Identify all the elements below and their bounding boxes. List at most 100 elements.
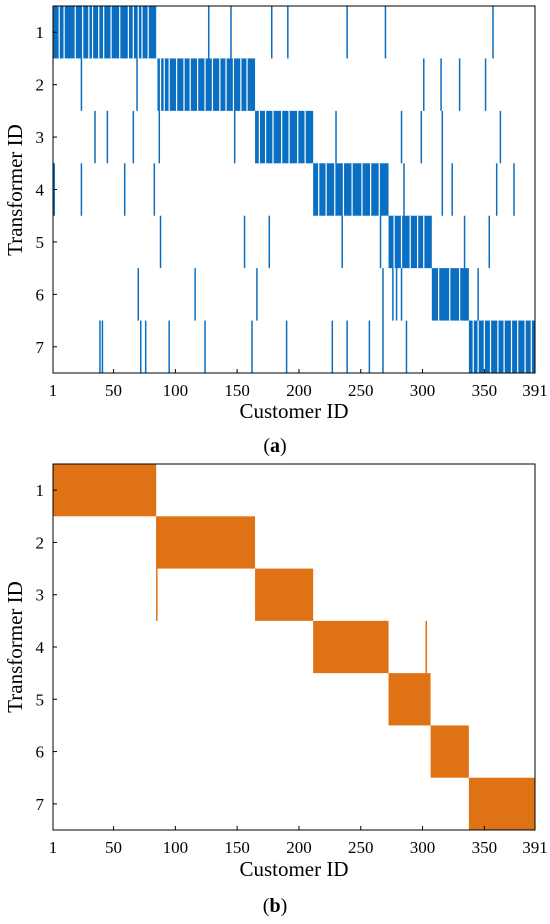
gap-line xyxy=(98,6,100,59)
y-axis-label: Transformer ID xyxy=(3,581,27,713)
customer-line xyxy=(256,268,258,321)
assignment-block-3 xyxy=(255,110,314,164)
gap-line xyxy=(483,320,485,373)
x-tick-label: 1 xyxy=(49,381,58,400)
gap-line xyxy=(183,58,185,111)
y-axis-label: Transformer ID xyxy=(3,124,27,256)
gap-line xyxy=(370,163,372,216)
customer-line xyxy=(458,58,461,111)
customer-line xyxy=(159,215,162,269)
gap-line xyxy=(351,163,353,216)
y-tick-label: 7 xyxy=(36,338,45,357)
customer-line xyxy=(243,215,246,269)
gap-line xyxy=(225,58,227,111)
panel-label-letter: b xyxy=(269,895,280,917)
customer-line xyxy=(136,58,138,111)
gap-line xyxy=(472,320,474,373)
customer-line xyxy=(335,110,337,164)
assignment-block-6 xyxy=(431,268,469,321)
gap-line xyxy=(168,58,170,111)
customer-line xyxy=(395,268,398,321)
x-axis-label: Customer ID xyxy=(239,857,348,881)
gap-line xyxy=(423,215,425,269)
gap-line xyxy=(74,6,76,59)
gap-line xyxy=(240,58,242,111)
customer-line xyxy=(285,320,288,373)
customer-line xyxy=(331,320,334,373)
gap-line xyxy=(503,320,505,373)
assignment-block-4 xyxy=(313,163,389,216)
gap-line xyxy=(497,320,499,373)
x-tick-label: 1 xyxy=(49,838,58,857)
assignment-block-1 xyxy=(53,6,157,59)
customer-line xyxy=(403,163,405,216)
gap-line xyxy=(281,110,283,164)
customer-line xyxy=(139,320,142,373)
gap-line xyxy=(304,110,306,164)
customer-line xyxy=(80,163,83,216)
customer-line xyxy=(207,6,210,59)
customer-line xyxy=(346,320,348,373)
gap-line xyxy=(510,320,513,373)
gap-line xyxy=(119,6,121,59)
panel-label: (a) xyxy=(263,435,286,457)
x-tick-label: 350 xyxy=(472,381,498,400)
gap-line xyxy=(204,58,206,111)
gap-line xyxy=(197,58,199,111)
gap-line xyxy=(264,110,267,164)
assignment-block-4 xyxy=(313,620,389,674)
gap-line xyxy=(127,6,129,59)
customer-line xyxy=(368,320,371,373)
customer-line xyxy=(341,215,343,269)
gap-line xyxy=(258,110,260,164)
x-tick-label: 300 xyxy=(410,381,436,400)
gap-line xyxy=(449,268,451,321)
customer-line xyxy=(463,268,466,321)
customer-line xyxy=(441,163,444,216)
assignment-block-5 xyxy=(388,673,431,726)
gap-line xyxy=(416,215,419,269)
customer-line xyxy=(440,58,442,111)
gap-line xyxy=(477,320,479,373)
gap-line xyxy=(272,110,274,164)
customer-line xyxy=(488,215,491,269)
chart-panel-a: 1 50 100 150 200 250 300 350 3911234567Customer … xyxy=(3,5,548,457)
x-tick-label: 300 xyxy=(410,838,436,857)
assignment-block-2 xyxy=(157,516,256,569)
gap-line xyxy=(82,6,84,59)
gap-line xyxy=(58,6,60,59)
customer-line xyxy=(400,268,403,321)
customer-line xyxy=(400,110,403,164)
customer-line xyxy=(499,110,502,164)
customer-line xyxy=(144,320,147,373)
gap-line xyxy=(159,58,162,111)
customer-line xyxy=(194,268,196,321)
gap-line xyxy=(459,268,461,321)
customer-line xyxy=(204,320,206,373)
gap-line xyxy=(409,215,411,269)
customer-line xyxy=(268,215,271,269)
gap-line xyxy=(132,6,134,59)
gap-line xyxy=(361,163,363,216)
y-tick-label: 2 xyxy=(36,76,45,95)
customer-line xyxy=(382,268,384,321)
customer-line xyxy=(423,58,425,111)
gap-line xyxy=(141,6,143,59)
x-axis-label: Customer ID xyxy=(239,399,348,423)
assignment-block-7 xyxy=(468,320,535,373)
gap-line xyxy=(246,58,248,111)
panel-label-letter: a xyxy=(270,435,280,457)
x-tick-label: 150 xyxy=(224,381,250,400)
gap-line xyxy=(438,268,440,321)
gap-line xyxy=(517,320,519,373)
customer-line xyxy=(392,268,394,321)
gap-line xyxy=(530,320,532,373)
gap-line xyxy=(297,110,299,164)
panel-label: (b) xyxy=(263,895,287,917)
customer-line xyxy=(233,110,236,164)
customer-line xyxy=(287,6,289,59)
gap-line xyxy=(334,163,336,216)
customer-line xyxy=(384,6,387,59)
y-tick-label: 5 xyxy=(36,233,45,252)
customer-line xyxy=(441,110,444,164)
